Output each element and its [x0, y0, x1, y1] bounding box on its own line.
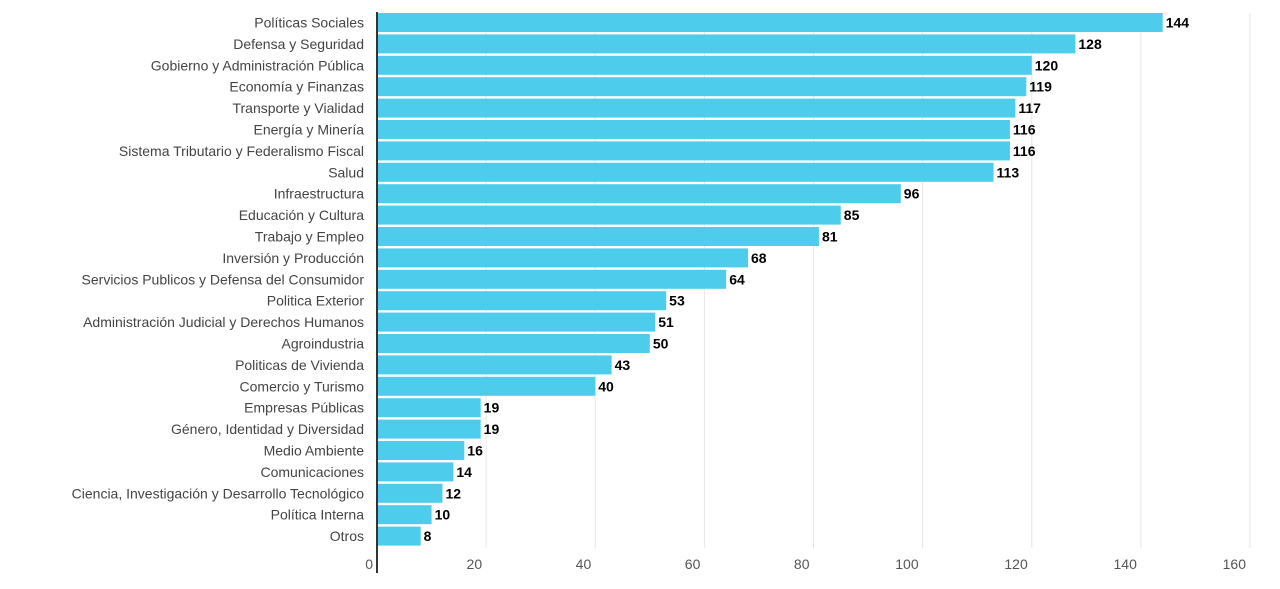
value-label: 144	[1166, 15, 1190, 31]
bar	[377, 398, 481, 418]
category-label: Ciencia, Investigación y Desarrollo Tecn…	[72, 485, 365, 501]
x-tick-label: 20	[467, 556, 483, 572]
category-labels: Políticas Sociales Defensa y Seguridad Gob…	[72, 15, 365, 545]
bar	[377, 483, 443, 503]
category-label: Trabajo y Empleo	[255, 229, 364, 245]
category-label: Transporte y Vialidad	[232, 100, 364, 116]
bar	[377, 291, 667, 311]
value-label: 120	[1035, 57, 1059, 73]
value-label: 64	[729, 271, 745, 287]
bar	[377, 505, 432, 525]
value-label: 10	[435, 507, 451, 523]
category-label: Empresas Públicas	[244, 400, 364, 416]
category-label: Energía y Minería	[254, 122, 365, 138]
value-label: 116	[1013, 143, 1036, 159]
value-label: 12	[445, 485, 461, 501]
category-label: Infraestructura	[274, 186, 364, 202]
category-label: Administración Judicial y Derechos Human…	[83, 314, 364, 330]
bar	[377, 441, 465, 460]
x-tick-label: 60	[685, 556, 701, 572]
value-label: 43	[615, 357, 631, 373]
bar	[377, 98, 1016, 118]
bar	[377, 77, 1027, 97]
category-label: Sistema Tributario y Federalismo Fiscal	[119, 143, 364, 159]
value-label: 117	[1018, 100, 1041, 116]
bar	[377, 334, 650, 353]
category-label: Comunicaciones	[261, 464, 365, 480]
value-label: 16	[467, 443, 483, 459]
x-axis-ticks: 0 20 40 60 80 100 120 140 160	[365, 556, 1246, 572]
value-label: 68	[751, 250, 767, 266]
bar	[377, 55, 1032, 75]
bars	[377, 13, 1163, 546]
category-label: Defensa y Seguridad	[233, 36, 364, 52]
bar	[377, 355, 612, 375]
value-label: 81	[822, 229, 838, 245]
category-label: Política Interna	[271, 507, 365, 523]
x-tick-label: 40	[576, 556, 592, 572]
category-label: Comercio y Turismo	[240, 378, 365, 394]
bar	[377, 248, 749, 268]
value-label: 14	[456, 464, 472, 480]
category-label: Salud	[328, 164, 364, 180]
category-label: Otros	[330, 528, 364, 544]
x-tick-label: 80	[794, 556, 810, 572]
bar	[377, 162, 994, 182]
value-label: 119	[1029, 79, 1052, 95]
value-label: 19	[484, 421, 500, 437]
category-label: Economía y Finanzas	[229, 79, 364, 95]
bar	[377, 13, 1163, 32]
bar	[377, 462, 454, 482]
x-tick-label: 140	[1114, 556, 1138, 572]
category-label: Politica Exterior	[267, 293, 365, 309]
bar	[377, 419, 481, 439]
category-label: Género, Identidad y Diversidad	[171, 421, 364, 437]
value-label: 113	[997, 164, 1020, 180]
value-labels: 1441281201191171161161139685816864535150…	[424, 15, 1190, 545]
value-label: 128	[1078, 36, 1102, 52]
bar	[377, 269, 727, 289]
x-tick-label: 160	[1223, 556, 1247, 572]
value-label: 85	[844, 207, 860, 223]
value-label: 51	[658, 314, 674, 330]
category-label: Politicas de Vivienda	[235, 357, 364, 373]
value-label: 116	[1013, 122, 1036, 138]
category-label: Servicios Publicos y Defensa del Consumi…	[82, 271, 365, 287]
x-tick-label: 100	[895, 556, 919, 572]
value-label: 50	[653, 336, 669, 352]
x-tick-label: 0	[365, 556, 373, 572]
bar	[377, 376, 596, 396]
category-label: Agroindustria	[282, 336, 365, 352]
value-label: 19	[484, 400, 500, 416]
bar	[377, 34, 1076, 54]
value-label: 8	[424, 528, 432, 544]
value-label: 40	[598, 378, 614, 394]
category-label: Educación y Cultura	[239, 207, 365, 223]
bar	[377, 227, 819, 246]
category-label: Políticas Sociales	[254, 15, 364, 31]
category-label: Gobierno y Administración Pública	[151, 57, 364, 73]
bar	[377, 312, 656, 332]
bar	[377, 120, 1010, 139]
bar	[377, 141, 1010, 161]
bar	[377, 184, 901, 204]
x-tick-label: 120	[1004, 556, 1028, 572]
category-label: Inversión y Producción	[222, 250, 364, 266]
value-label: 53	[669, 293, 685, 309]
category-label: Medio Ambiente	[264, 443, 365, 459]
bar	[377, 205, 841, 225]
value-label: 96	[904, 186, 920, 202]
bar	[377, 526, 421, 546]
